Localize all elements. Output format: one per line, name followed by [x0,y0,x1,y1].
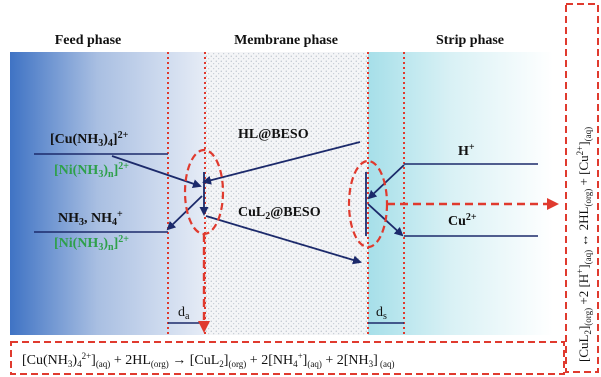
complex-species: CuL2@BESO [238,205,321,222]
extraction-equation-box [10,341,565,375]
ammonia-species: NH3, NH4+ [58,209,123,228]
stripping-equation: [CuL2](org) +2 [H+](aq) ↔ 2HL(org) + [Cu… [575,127,593,362]
strip-phase-label: Strip phase [436,33,504,48]
ni-ammine-complex-bottom: [Ni(NH3)n]2+ [54,234,129,253]
ni-ammine-complex-top: [Ni(NH3)n]2+ [54,161,129,180]
ammonia-release-arrow [166,195,203,231]
membrane-phase-region [205,52,368,335]
proton-diffusion-arrow [367,164,405,200]
cu-ammine-complex: [Cu(NH3)4]2+ [50,130,129,149]
carrier-return-arrow [202,141,361,185]
strip-phase-region [368,52,553,335]
feed-phase-label: Feed phase [55,33,122,48]
carrier-species: HL@BESO [238,127,309,142]
membrane-phase-label: Membrane phase [234,33,338,48]
stripping-equation-box [565,3,599,373]
feed-phase-region [10,52,205,335]
strip-boundary-layer-label: ds [376,305,387,322]
complex-transport-arrow [205,215,362,265]
